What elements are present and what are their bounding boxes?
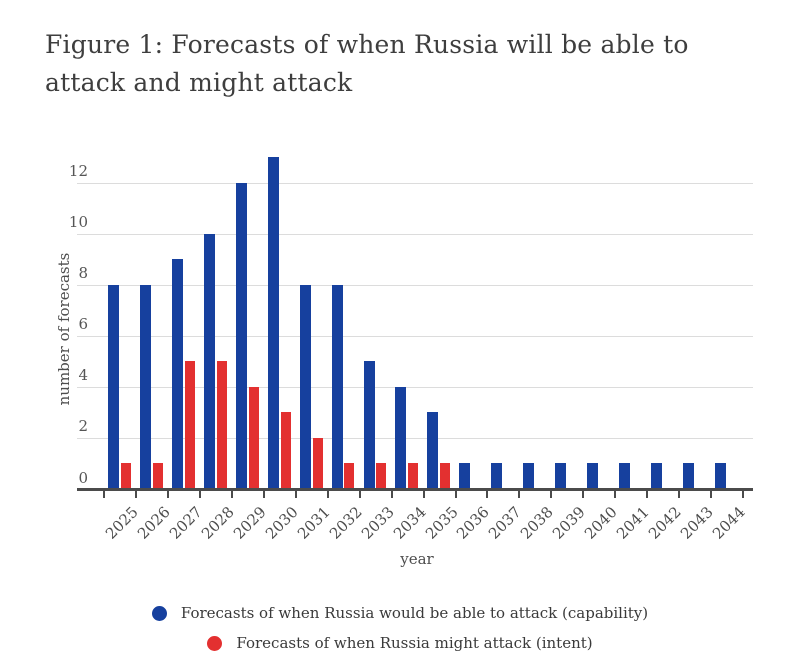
x-axis-tick	[167, 491, 170, 498]
x-axis-tick	[135, 491, 138, 498]
x-axis-tick	[199, 491, 202, 498]
bar-capability-2041	[618, 463, 630, 489]
bar-capability-2044	[714, 463, 726, 489]
legend-swatch-intent-icon	[207, 635, 223, 651]
chart-legend: Forecasts of when Russia would be able t…	[0, 604, 800, 664]
figure-title: Figure 1: Forecasts of when Russia will …	[45, 26, 689, 102]
y-tick-label-10: 10	[68, 213, 88, 232]
y-tick-label-0: 0	[78, 468, 88, 487]
x-axis-tick	[741, 491, 744, 498]
bar-capability-2025	[108, 284, 120, 489]
figure-title-line2: attack and might attack	[45, 68, 353, 97]
x-axis-tick	[326, 491, 329, 498]
bar-capability-2027	[172, 259, 184, 489]
bar-capability-2036	[459, 463, 471, 489]
legend-swatch-capability-icon	[151, 605, 167, 621]
x-axis-tick	[231, 491, 234, 498]
bar-intent-2030	[280, 412, 291, 489]
y-tick-label-12: 12	[68, 162, 88, 181]
bar-intent-2034	[408, 463, 419, 489]
bar-capability-2032	[331, 284, 343, 489]
gridline-12	[77, 183, 753, 185]
x-axis-line	[77, 488, 753, 491]
x-axis-tick	[550, 491, 553, 498]
y-tick-label-2: 2	[78, 417, 88, 436]
x-axis-tick	[486, 491, 489, 498]
y-tick-label-4: 4	[78, 366, 88, 385]
x-axis-tick	[709, 491, 712, 498]
x-axis-tick	[263, 491, 265, 498]
gridline-8	[77, 285, 753, 287]
bar-intent-2027	[184, 361, 195, 489]
legend-label-capability: Forecasts of when Russia would be able t…	[180, 604, 649, 622]
x-axis-tick	[103, 491, 106, 498]
bar-intent-2029	[248, 386, 259, 489]
bar-intent-2035	[440, 463, 451, 489]
x-axis-tick	[390, 491, 393, 498]
bar-intent-2033	[376, 463, 387, 489]
bar-intent-2026	[152, 463, 163, 489]
x-axis-tick	[422, 491, 425, 498]
bar-capability-2037	[491, 463, 503, 489]
bar-capability-2039	[555, 463, 567, 489]
x-axis-tick	[358, 491, 361, 498]
bar-intent-2028	[216, 361, 227, 489]
bar-capability-2038	[523, 463, 535, 489]
bar-capability-2030	[267, 156, 279, 489]
bar-capability-2042	[650, 463, 662, 489]
bar-capability-2031	[299, 284, 311, 489]
bar-capability-2028	[203, 233, 215, 489]
x-axis-title: year	[400, 550, 434, 568]
x-axis-tick	[614, 491, 617, 498]
x-axis-tick	[646, 491, 649, 498]
legend-item-capability: Forecasts of when Russia would be able t…	[0, 604, 800, 622]
bar-capability-2034	[395, 386, 407, 489]
bar-capability-2043	[682, 463, 694, 489]
gridline-2	[77, 438, 753, 440]
bar-intent-2025	[121, 463, 131, 489]
y-tick-label-6: 6	[78, 315, 88, 334]
bar-capability-2035	[427, 412, 439, 489]
x-axis-tick	[454, 491, 457, 498]
x-axis-tick	[294, 491, 297, 498]
figure-title-line1: Figure 1: Forecasts of when Russia will …	[45, 30, 689, 59]
bar-chart: number of forecasts year 0 2 4 6 8 10 12 2025 20…	[55, 156, 753, 568]
bar-capability-2033	[363, 361, 375, 489]
bar-capability-2029	[235, 182, 247, 489]
gridline-6	[77, 336, 753, 338]
gridline-10	[77, 234, 753, 236]
y-tick-label-8: 8	[78, 264, 88, 283]
bar-intent-2032	[344, 463, 355, 489]
legend-item-intent: Forecasts of when Russia might attack (i…	[0, 634, 800, 652]
bar-intent-2031	[312, 437, 323, 489]
gridline-4	[77, 387, 753, 389]
x-axis-tick	[518, 491, 521, 498]
legend-label-intent: Forecasts of when Russia might attack (i…	[236, 634, 593, 652]
x-axis-tick	[582, 491, 585, 498]
bar-capability-2040	[587, 463, 598, 489]
bar-capability-2026	[140, 284, 152, 489]
x-axis-tick	[677, 491, 680, 498]
